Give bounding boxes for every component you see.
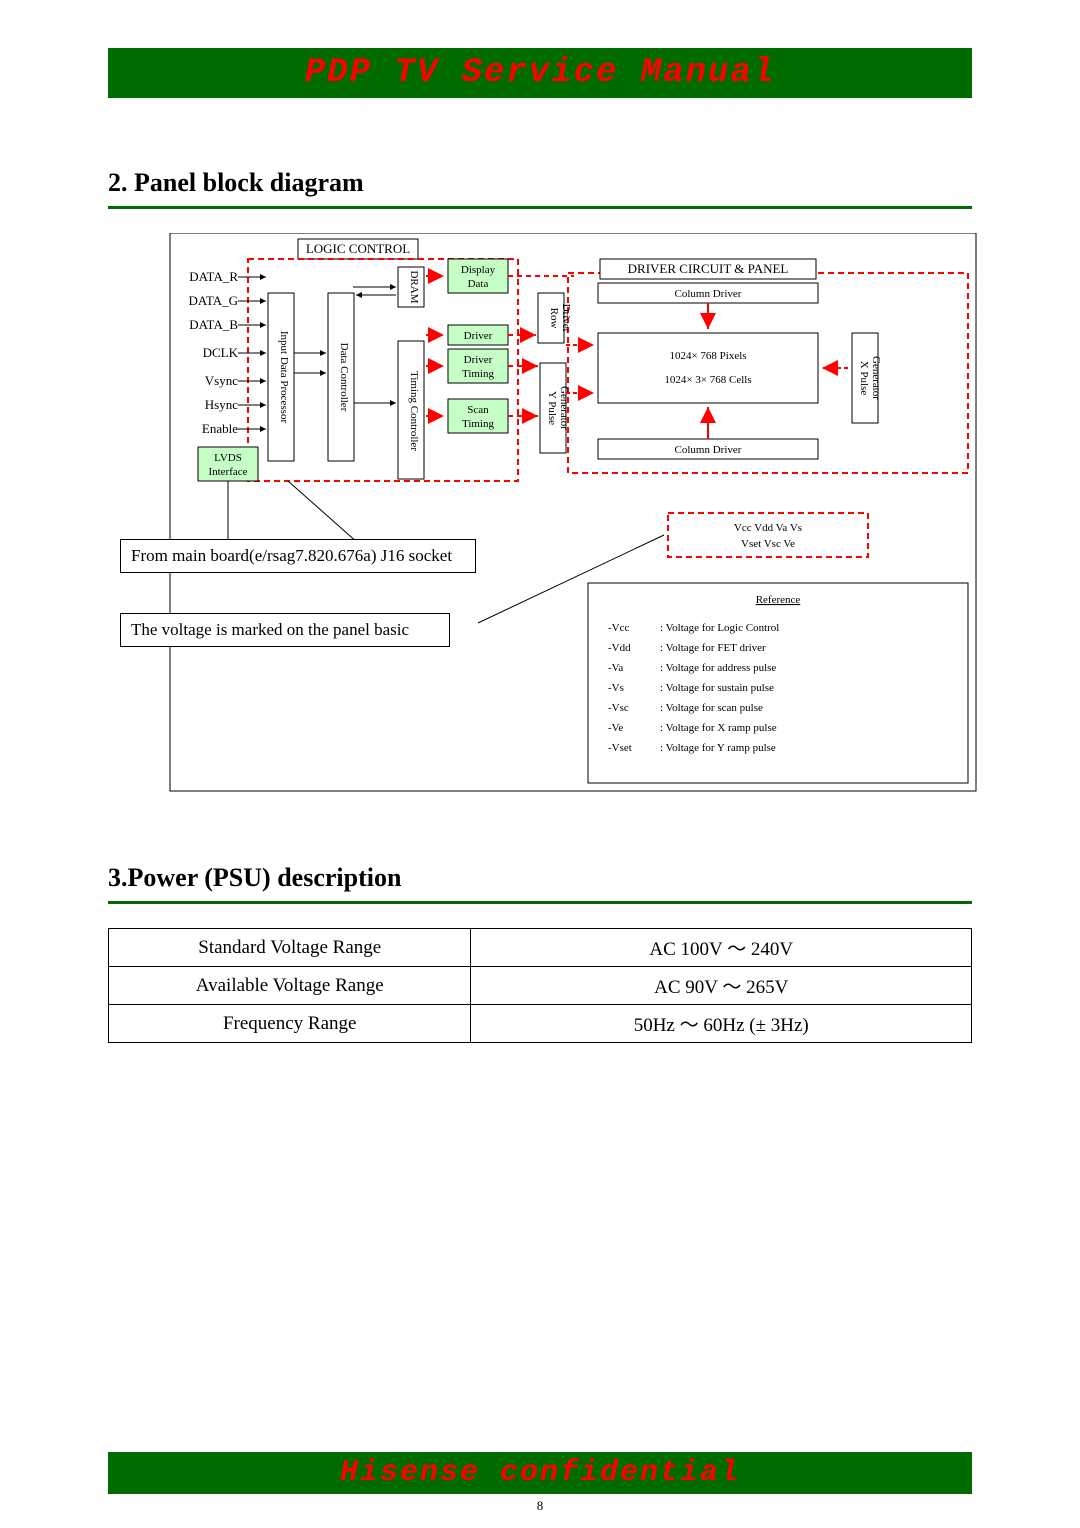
svg-text:DATA_G: DATA_G bbox=[188, 293, 238, 308]
svg-text:1024× 768 Pixels: 1024× 768 Pixels bbox=[669, 350, 746, 362]
svg-text:X Pulse: X Pulse bbox=[858, 361, 870, 396]
svg-text:-Vdd: -Vdd bbox=[608, 642, 631, 654]
footer-banner: Hisense confidential bbox=[108, 1452, 972, 1494]
svg-text:Data Controller: Data Controller bbox=[338, 343, 350, 412]
svg-text:Timing: Timing bbox=[462, 368, 495, 380]
svg-text:: Voltage for scan pulse: : Voltage for scan pulse bbox=[660, 702, 763, 714]
svg-text:Data: Data bbox=[468, 278, 489, 290]
svg-text:DRIVER CIRCUIT & PANEL: DRIVER CIRCUIT & PANEL bbox=[628, 261, 789, 276]
svg-text:Display: Display bbox=[461, 264, 496, 276]
svg-text:: Voltage for X ramp pulse: : Voltage for X ramp pulse bbox=[660, 722, 777, 734]
svg-text:-Va: -Va bbox=[608, 662, 623, 674]
callout-voltage-marked: The voltage is marked on the panel basic bbox=[120, 613, 450, 647]
callout-mainboard: From main board(e/rsag7.820.676a) J16 so… bbox=[120, 539, 476, 573]
psu-cell: Standard Voltage Range bbox=[109, 929, 471, 967]
page-number: 8 bbox=[0, 1498, 1080, 1514]
section3-title: 3.Power (PSU) description bbox=[108, 863, 972, 893]
section2-rule bbox=[108, 206, 972, 209]
svg-text:: Voltage for sustain pulse: : Voltage for sustain pulse bbox=[660, 682, 774, 694]
svg-text:-Vcc: -Vcc bbox=[608, 622, 629, 634]
top-banner: PDP TV Service Manual bbox=[108, 48, 972, 98]
svg-text:Vcc Vdd Va Vs: Vcc Vdd Va Vs bbox=[734, 522, 802, 534]
svg-text:Enable: Enable bbox=[202, 421, 238, 436]
svg-text:DATA_R: DATA_R bbox=[189, 269, 238, 284]
svg-text:Row: Row bbox=[548, 308, 560, 329]
svg-text:Timing: Timing bbox=[462, 418, 495, 430]
svg-text:: Voltage for Y ramp pulse: : Voltage for Y ramp pulse bbox=[660, 742, 776, 754]
svg-text:1024× 3× 768 Cells: 1024× 3× 768 Cells bbox=[664, 374, 751, 386]
svg-text:Y Pulse: Y Pulse bbox=[546, 391, 558, 425]
psu-cell: AC 100V ～ 240V bbox=[471, 929, 972, 967]
svg-text:Driver: Driver bbox=[560, 304, 572, 333]
section2-title: 2. Panel block diagram bbox=[108, 168, 972, 198]
svg-text:Column Driver: Column Driver bbox=[675, 288, 742, 300]
svg-text:LOGIC CONTROL: LOGIC CONTROL bbox=[306, 241, 410, 256]
svg-text:Scan: Scan bbox=[467, 404, 489, 416]
svg-text:-Vset: -Vset bbox=[608, 742, 632, 754]
psu-cell: Frequency Range bbox=[109, 1005, 471, 1043]
svg-text:Driver: Driver bbox=[464, 330, 493, 342]
svg-text:Generator: Generator bbox=[870, 356, 882, 400]
psu-cell: 50Hz ～ 60Hz (± 3Hz) bbox=[471, 1005, 972, 1043]
svg-text:DCLK: DCLK bbox=[203, 345, 239, 360]
svg-text:Reference: Reference bbox=[756, 594, 801, 606]
section3-rule bbox=[108, 901, 972, 904]
svg-text:-Vsc: -Vsc bbox=[608, 702, 629, 714]
svg-text:DRAM: DRAM bbox=[408, 270, 420, 303]
psu-table: Standard Voltage RangeAC 100V ～ 240VAvai… bbox=[108, 928, 972, 1043]
svg-text:Vset Vsc Ve: Vset Vsc Ve bbox=[741, 538, 795, 550]
svg-text:-Vs: -Vs bbox=[608, 682, 624, 694]
svg-text:-Ve: -Ve bbox=[608, 722, 623, 734]
svg-text:Vsync: Vsync bbox=[205, 373, 238, 388]
psu-cell: Available Voltage Range bbox=[109, 967, 471, 1005]
svg-text:: Voltage for Logic Control: : Voltage for Logic Control bbox=[660, 622, 779, 634]
svg-text:Timing Controller: Timing Controller bbox=[408, 371, 420, 451]
svg-text:Interface: Interface bbox=[208, 466, 247, 478]
svg-text:LVDS: LVDS bbox=[214, 452, 242, 464]
svg-text:: Voltage for FET driver: : Voltage for FET driver bbox=[660, 642, 766, 654]
svg-text:Hsync: Hsync bbox=[205, 397, 238, 412]
panel-block-diagram: LOGIC CONTROL DATA_R DATA_G DATA_B DCLK … bbox=[108, 233, 972, 793]
svg-text:Driver: Driver bbox=[464, 354, 493, 366]
svg-text:DATA_B: DATA_B bbox=[189, 317, 238, 332]
svg-text:Input Data Processor: Input Data Processor bbox=[278, 331, 290, 424]
svg-text:: Voltage for address pulse: : Voltage for address pulse bbox=[660, 662, 776, 674]
svg-text:Column Driver: Column Driver bbox=[675, 444, 742, 456]
top-banner-text: PDP TV Service Manual bbox=[305, 54, 775, 92]
psu-cell: AC 90V ～ 265V bbox=[471, 967, 972, 1005]
footer-banner-text: Hisense confidential bbox=[340, 1456, 740, 1490]
